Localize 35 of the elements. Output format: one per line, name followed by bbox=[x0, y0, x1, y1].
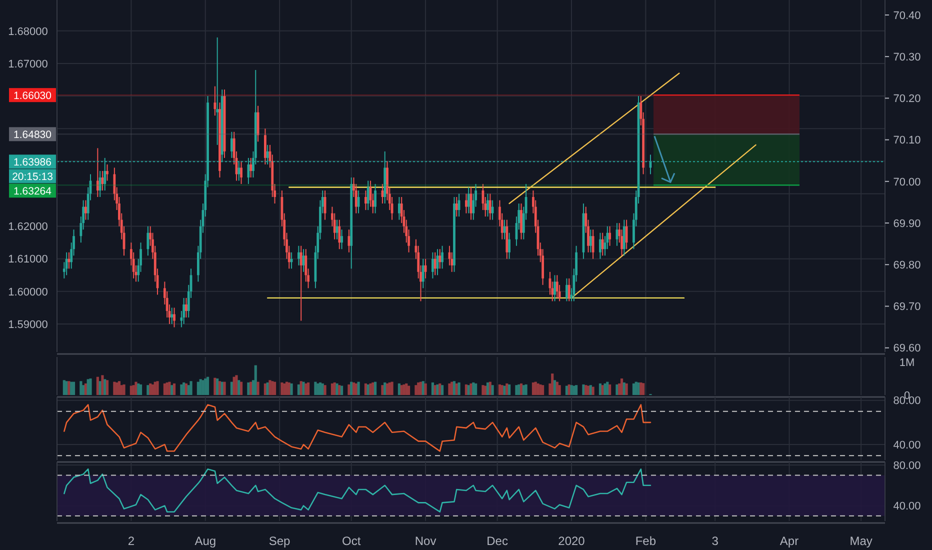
y-tick-label: 1.68000 bbox=[8, 26, 48, 38]
x-tick-label: Feb bbox=[635, 534, 656, 548]
y-tick-label: 80.00 bbox=[893, 460, 921, 472]
x-tick-label: Dec bbox=[486, 534, 508, 548]
x-tick-label: Aug bbox=[194, 534, 216, 548]
ref-line-label: 1.63986 bbox=[14, 156, 52, 168]
ref-line-label: 1.64830 bbox=[14, 128, 52, 141]
x-tick-label: Apr bbox=[780, 534, 799, 548]
countdown-box: 20:15:13 bbox=[9, 169, 56, 184]
x-tick-label: Sep bbox=[268, 534, 291, 548]
y2-tick-label: 69.70 bbox=[893, 301, 921, 314]
y-tick-label: 1.61000 bbox=[8, 254, 48, 266]
x-tick-label: Oct bbox=[342, 534, 362, 548]
y2-tick-label: 69.80 bbox=[893, 259, 921, 272]
x-tick-label: 2020 bbox=[558, 534, 586, 548]
y2-tick-label: 70.20 bbox=[893, 93, 921, 106]
x-tick-label: 3 bbox=[712, 534, 719, 548]
y-tick-label: 40.00 bbox=[893, 500, 921, 513]
y-tick-label: 1.62000 bbox=[8, 221, 48, 234]
y-tick-label: 1.60000 bbox=[8, 286, 48, 298]
y2-tick-label: 69.90 bbox=[893, 218, 921, 230]
y-tick-label: 1.67000 bbox=[8, 58, 48, 70]
y-tick-label: 1M bbox=[899, 356, 915, 369]
ref-line-label: 1.63264 bbox=[14, 185, 52, 198]
x-tick-label: Nov bbox=[414, 534, 436, 548]
ref-line-label: 1.66030 bbox=[14, 90, 52, 102]
x-tick-label: May bbox=[850, 534, 872, 548]
y-tick-label: 40.00 bbox=[893, 439, 921, 452]
y2-tick-label: 70.40 bbox=[893, 10, 921, 22]
y2-tick-label: 69.60 bbox=[893, 342, 921, 355]
y2-tick-label: 70.30 bbox=[893, 51, 921, 64]
y2-tick-label: 70.10 bbox=[893, 134, 921, 147]
y-tick-label: 1.59000 bbox=[8, 318, 48, 331]
y2-tick-label: 70.00 bbox=[893, 176, 921, 188]
x-tick-label: 2 bbox=[128, 534, 135, 548]
